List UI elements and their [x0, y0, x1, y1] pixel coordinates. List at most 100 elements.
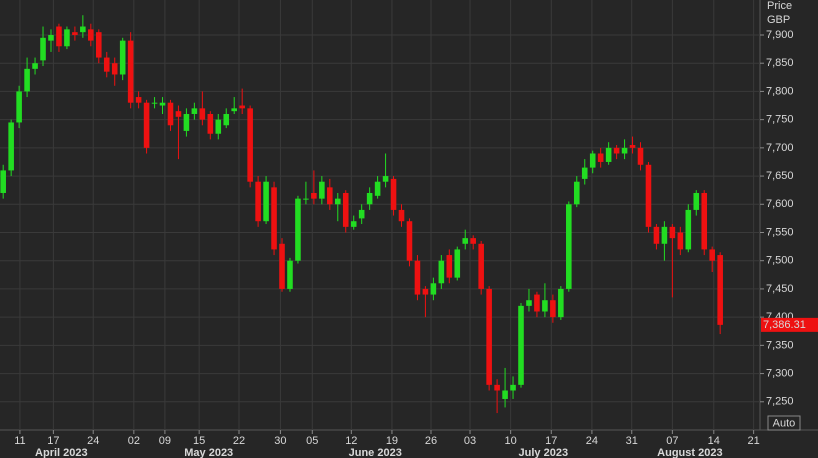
candle-body: [605, 147, 612, 162]
x-tick-label: 21: [748, 435, 760, 447]
x-tick-label: 15: [193, 435, 205, 447]
x-tick-label: 17: [47, 435, 59, 447]
y-tick-label: 7,550: [766, 226, 794, 238]
candle-body: [358, 209, 365, 219]
candle-body: [701, 192, 708, 250]
y-tick-label: 7,600: [766, 198, 794, 210]
candle-body: [119, 40, 126, 75]
candle-body: [159, 102, 166, 106]
y-tick-label: 7,300: [766, 367, 794, 379]
candle-body: [637, 147, 644, 165]
candle-body: [693, 192, 700, 210]
candle-body: [685, 209, 692, 250]
x-tick-label: 17: [545, 435, 557, 447]
candle-body: [327, 187, 333, 205]
y-tick-label: 7,700: [766, 142, 794, 154]
month-label: July 2023: [519, 447, 569, 458]
candle-body: [629, 145, 636, 148]
candle-body: [279, 243, 285, 289]
candle-body: [462, 238, 469, 244]
candle-body: [446, 255, 453, 278]
auto-button-label[interactable]: Auto: [773, 417, 796, 429]
candle-body: [653, 226, 660, 244]
candle-body: [151, 102, 158, 104]
x-tick-label: 11: [14, 435, 25, 447]
candle-body: [103, 57, 110, 72]
x-tick-label: 09: [159, 435, 171, 447]
candle-body: [526, 300, 532, 306]
candle-body: [255, 181, 261, 222]
candle-body: [542, 300, 548, 312]
candle-body: [263, 181, 269, 222]
candle-body: [175, 111, 182, 117]
candle-body: [191, 108, 198, 114]
auto-button[interactable]: [767, 415, 801, 431]
candle-body: [295, 198, 301, 261]
candle-body: [88, 29, 94, 41]
candle-body: [239, 105, 245, 109]
candle-body: [64, 29, 70, 47]
candle-body: [621, 147, 628, 154]
candle-body: [40, 37, 46, 61]
candle-body: [470, 238, 476, 244]
candle-body: [454, 249, 461, 278]
x-tick-label: 14: [708, 435, 720, 447]
last-price-box: [761, 317, 818, 332]
y-tick-label: 7,450: [766, 283, 794, 295]
candle-body: [342, 192, 349, 227]
x-tick-label: 19: [386, 435, 398, 447]
candle-body: [478, 243, 484, 289]
month-label: May 2023: [184, 447, 233, 458]
candle-body: [135, 97, 142, 103]
candle-body: [573, 181, 580, 205]
candle-body: [366, 192, 373, 205]
candle-body: [677, 232, 684, 250]
candle-body: [558, 288, 564, 318]
y-tick-label: 7,800: [766, 85, 794, 97]
x-tick-label: 12: [345, 435, 357, 447]
candle-body: [0, 170, 6, 193]
candle-body: [486, 288, 492, 385]
candle-body: [334, 198, 341, 205]
candle-body: [645, 164, 652, 227]
y-tick-label: 7,500: [766, 255, 794, 267]
candle-body: [430, 283, 437, 295]
candle-body: [143, 102, 150, 148]
month-label: June 2023: [349, 447, 402, 458]
candle-body: [661, 226, 668, 244]
candle-body: [414, 260, 421, 295]
candle-body: [581, 167, 588, 179]
candle-body: [111, 63, 118, 75]
candle-body: [502, 390, 508, 399]
candle-body: [510, 384, 516, 391]
x-tick-label: 03: [464, 435, 476, 447]
y-axis-label: Price: [767, 0, 792, 12]
candle-body: [199, 108, 206, 120]
candle-body: [127, 40, 134, 103]
candle-body: [80, 26, 86, 33]
x-tick-label: 22: [233, 435, 245, 447]
candle-body: [8, 122, 14, 171]
candle-body: [494, 384, 500, 391]
y-tick-label: 7,250: [766, 396, 794, 408]
candle-body: [95, 32, 102, 58]
candle-body: [566, 204, 572, 289]
y-tick-label: 7,750: [766, 114, 794, 126]
candle-body: [16, 91, 22, 123]
x-tick-label: 24: [87, 435, 99, 447]
candle-body: [183, 113, 190, 131]
candle-body: [24, 68, 30, 92]
y-tick-label: 7,900: [766, 29, 794, 41]
candle-body: [271, 187, 277, 250]
candle-body: [398, 209, 405, 222]
x-tick-label: 31: [626, 435, 638, 447]
x-tick-label: 30: [274, 435, 286, 447]
candle-body: [406, 221, 413, 261]
candle-body: [56, 26, 62, 47]
candle-body: [215, 119, 222, 134]
candle-body: [613, 147, 620, 154]
candle-body: [518, 305, 524, 385]
candle-body: [669, 226, 676, 239]
